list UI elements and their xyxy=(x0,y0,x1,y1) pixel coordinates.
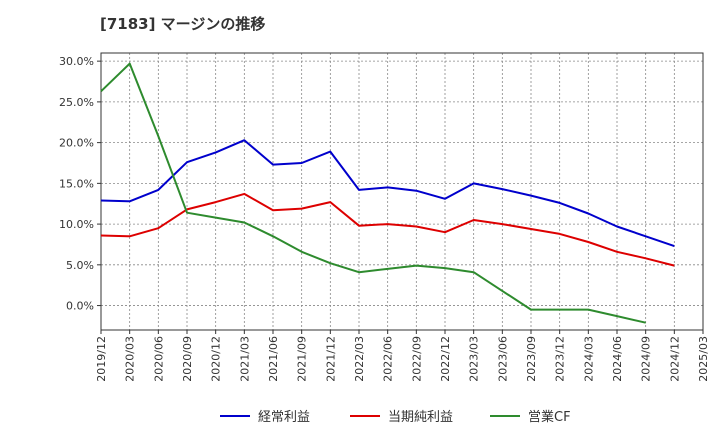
series-line xyxy=(100,192,675,267)
x-tick-label: 2023/06 xyxy=(496,336,509,382)
x-tick-label: 2025/03 xyxy=(697,336,710,382)
legend-label: 経常利益 xyxy=(258,410,310,425)
x-tick-label: 2024/09 xyxy=(640,336,653,382)
grid xyxy=(101,53,703,330)
x-tick-label: 2024/06 xyxy=(611,336,624,382)
plot-frame xyxy=(100,52,704,331)
x-tick-label: 2024/12 xyxy=(668,336,681,382)
x-tick-label: 2022/06 xyxy=(382,336,395,382)
x-tick-label: 2023/03 xyxy=(468,336,481,382)
x-tick-label: 2021/03 xyxy=(238,336,251,382)
x-tick-label: 2020/06 xyxy=(152,336,165,382)
x-tick-label: 2023/09 xyxy=(525,336,538,382)
x-tick-label: 2024/03 xyxy=(582,336,595,382)
legend-label: 営業CF xyxy=(528,409,571,425)
x-tick-label: 2021/09 xyxy=(296,336,309,382)
x-tick-label: 2022/12 xyxy=(439,336,452,382)
x-tick-label: 2022/03 xyxy=(353,336,366,382)
y-tick-label: 25.0% xyxy=(59,96,94,109)
y-tick-label: 0.0% xyxy=(66,300,94,313)
y-tick-label: 30.0% xyxy=(59,55,94,68)
x-axis-ticks: 2019/12 2020/03 2020/06 2020/09 2020/12 2021/… xyxy=(95,330,710,382)
x-tick-label: 2021/06 xyxy=(267,336,280,382)
y-axis-ticks: 0.0% 5.0% 10.0% 15.0% 20.0% 25.0% 30.0% xyxy=(59,55,101,313)
y-tick-label: 10.0% xyxy=(59,218,94,231)
x-tick-label: 2020/12 xyxy=(210,336,223,382)
x-tick-label: 2020/09 xyxy=(181,336,194,382)
x-tick-label: 2020/03 xyxy=(124,336,137,382)
chart-title: [7183] マージンの推移 xyxy=(100,15,265,33)
series-line xyxy=(100,139,675,248)
y-tick-label: 15.0% xyxy=(59,177,94,190)
x-tick-label: 2019/12 xyxy=(95,336,108,382)
y-tick-label: 5.0% xyxy=(66,259,94,272)
legend: 経常利益 当期純利益 営業CF xyxy=(220,409,571,425)
y-tick-label: 20.0% xyxy=(59,137,94,150)
x-tick-label: 2021/12 xyxy=(324,336,337,382)
series-lines xyxy=(100,62,675,324)
legend-label: 当期純利益 xyxy=(388,410,453,425)
x-tick-label: 2022/09 xyxy=(410,336,423,382)
x-tick-label: 2023/12 xyxy=(554,336,567,382)
series-line xyxy=(100,62,646,324)
